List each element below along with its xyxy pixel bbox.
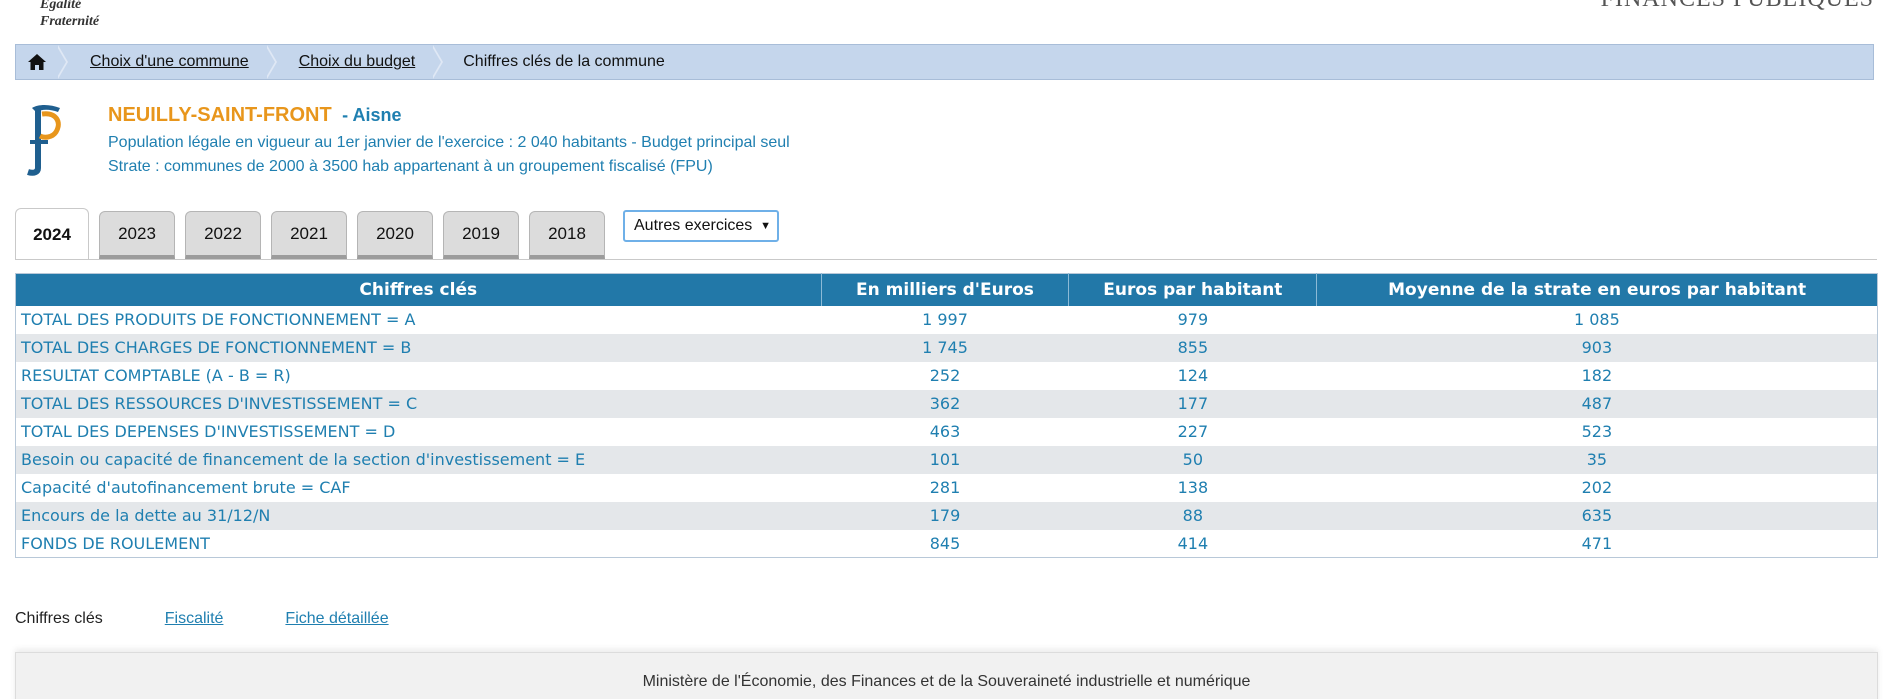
tab-2020[interactable]: 2020 <box>357 211 433 259</box>
row-label: TOTAL DES PRODUITS DE FONCTIONNEMENT = A <box>21 310 416 329</box>
breadcrumb-item-budget[interactable]: Choix du budget <box>277 45 434 79</box>
cell-milliers: 179 <box>821 501 1069 530</box>
commune-header: NEUILLY-SAINT-FRONT - Aisne Population l… <box>108 104 790 179</box>
cell-moyenne-strate: 903 <box>1316 333 1878 362</box>
cell-par-habitant: 979 <box>1177 310 1209 329</box>
tab-2024[interactable]: 2024 <box>15 208 89 260</box>
row-label: Encours de la dette au 31/12/N <box>15 501 822 530</box>
breadcrumb-separator <box>56 45 68 79</box>
row-label: TOTAL DES CHARGES DE FONCTIONNEMENT = B <box>15 333 822 362</box>
row-label: RESULTAT COMPTABLE (A - B = R) <box>21 366 291 385</box>
row-label: FONDS DE ROULEMENT <box>21 533 210 553</box>
cell-moyenne-strate: 35 <box>1316 445 1878 474</box>
table-row: TOTAL DES PRODUITS DE FONCTIONNEMENT = A… <box>16 306 1878 334</box>
bottom-nav: Chiffres clés Fiscalité Fiche détaillée <box>15 610 451 628</box>
table-row: RESULTAT COMPTABLE (A - B = R) 252 124 1… <box>16 362 1878 390</box>
republic-motto: Égalité Fraternité <box>40 0 99 30</box>
tab-2021[interactable]: 2021 <box>271 211 347 259</box>
cell-milliers: 281 <box>929 478 961 497</box>
cell-milliers: 1 997 <box>922 310 968 329</box>
cell-milliers: 101 <box>821 445 1069 474</box>
chevron-down-icon: ▼ <box>760 220 771 232</box>
strate-info: Strate : communes de 2000 à 3500 hab app… <box>108 158 713 175</box>
breadcrumb-separator <box>264 45 277 79</box>
commune-name: NEUILLY-SAINT-FRONT <box>108 104 332 126</box>
cell-moyenne-strate: 471 <box>1581 533 1613 553</box>
cell-moyenne-strate: 523 <box>1581 422 1613 441</box>
header-moyenne-strate: Moyenne de la strate en euros par habita… <box>1316 273 1878 306</box>
breadcrumb-current: Chiffres clés de la commune <box>463 53 665 70</box>
cell-milliers: 845 <box>929 533 961 553</box>
tab-2023[interactable]: 2023 <box>99 211 175 259</box>
cell-moyenne-strate: 487 <box>1316 389 1878 418</box>
table-row: Capacité d'autofinancement brute = CAF 2… <box>16 474 1878 502</box>
tab-2019[interactable]: 2019 <box>443 211 519 259</box>
cell-par-habitant: 124 <box>1177 366 1209 385</box>
cell-par-habitant: 855 <box>1068 333 1317 362</box>
tab-2022[interactable]: 2022 <box>185 211 261 259</box>
nav-link-fiche-detaillee[interactable]: Fiche détaillée <box>285 610 389 627</box>
motto-fraternite: Fraternité <box>40 14 100 29</box>
cell-par-habitant: 50 <box>1068 445 1317 474</box>
other-years-select-value: Autres exercices <box>634 217 753 234</box>
cell-par-habitant: 138 <box>1177 478 1209 497</box>
cell-moyenne-strate: 202 <box>1581 478 1613 497</box>
header-milliers-euros: En milliers d'Euros <box>821 273 1070 306</box>
commune-department: - Aisne <box>342 105 402 125</box>
header-chiffres-cles: Chiffres clés <box>15 273 822 306</box>
row-label: TOTAL DES DEPENSES D'INVESTISSEMENT = D <box>21 422 396 441</box>
table-row: TOTAL DES CHARGES DE FONCTIONNEMENT = B … <box>15 333 1878 362</box>
footer: Ministère de l'Économie, des Finances et… <box>15 652 1878 699</box>
cell-par-habitant: 177 <box>1068 389 1317 418</box>
tabs-divider <box>15 259 1877 260</box>
key-figures-table: Chiffres clés En milliers d'Euros Euros … <box>15 273 1878 558</box>
table-row: FONDS DE ROULEMENT 845 414 471 <box>16 530 1878 558</box>
breadcrumb-home[interactable] <box>16 45 58 79</box>
header-euros-par-habitant: Euros par habitant <box>1068 273 1318 306</box>
breadcrumb-link-commune[interactable]: Choix d'une commune <box>90 53 249 70</box>
cell-moyenne-strate: 635 <box>1316 501 1878 530</box>
cell-par-habitant: 88 <box>1068 501 1317 530</box>
row-label: Besoin ou capacité de financement de la … <box>15 445 822 474</box>
table-row: TOTAL DES DEPENSES D'INVESTISSEMENT = D … <box>16 418 1878 446</box>
cell-milliers: 1 745 <box>821 333 1069 362</box>
table-row: Besoin ou capacité de financement de la … <box>15 445 1878 474</box>
breadcrumb-separator <box>431 45 444 79</box>
cell-moyenne-strate: 1 085 <box>1573 310 1620 329</box>
cell-moyenne-strate: 182 <box>1581 366 1613 385</box>
table-row: Encours de la dette au 31/12/N 179 88 63… <box>15 501 1878 530</box>
breadcrumb-item-commune[interactable]: Choix d'une commune <box>68 45 267 79</box>
tab-2018[interactable]: 2018 <box>529 211 605 259</box>
row-label: TOTAL DES RESSOURCES D'INVESTISSEMENT = … <box>15 389 822 418</box>
motto-egalite: Égalité <box>40 0 82 12</box>
footer-ministry-text: Ministère de l'Économie, des Finances et… <box>642 673 1251 690</box>
home-icon <box>28 54 46 70</box>
cell-milliers: 252 <box>929 366 961 385</box>
table-row: TOTAL DES RESSOURCES D'INVESTISSEMENT = … <box>15 389 1878 418</box>
breadcrumb: Choix d'une commune Choix du budget Chif… <box>15 44 1874 80</box>
cell-milliers: 362 <box>821 389 1069 418</box>
cell-par-habitant: 414 <box>1177 533 1209 553</box>
brand-title: FINANCES PUBLIQUES <box>1601 0 1874 13</box>
population-info: Population légale en vigueur au 1er janv… <box>108 134 790 151</box>
nav-link-fiscalite[interactable]: Fiscalité <box>164 610 224 627</box>
cell-par-habitant: 227 <box>1177 422 1209 441</box>
nav-chiffres-cles: Chiffres clés <box>15 610 103 627</box>
row-label: Capacité d'autofinancement brute = CAF <box>21 478 351 497</box>
table-header-row: Chiffres clés En milliers d'Euros Euros … <box>15 273 1878 306</box>
other-years-select[interactable]: Autres exercices ▼ <box>623 210 779 242</box>
year-tabs: 2024 2023 2022 2021 2020 2019 2018 <box>15 208 615 260</box>
cell-milliers: 463 <box>929 422 961 441</box>
breadcrumb-link-budget[interactable]: Choix du budget <box>298 53 416 70</box>
finances-publiques-logo <box>27 105 61 176</box>
